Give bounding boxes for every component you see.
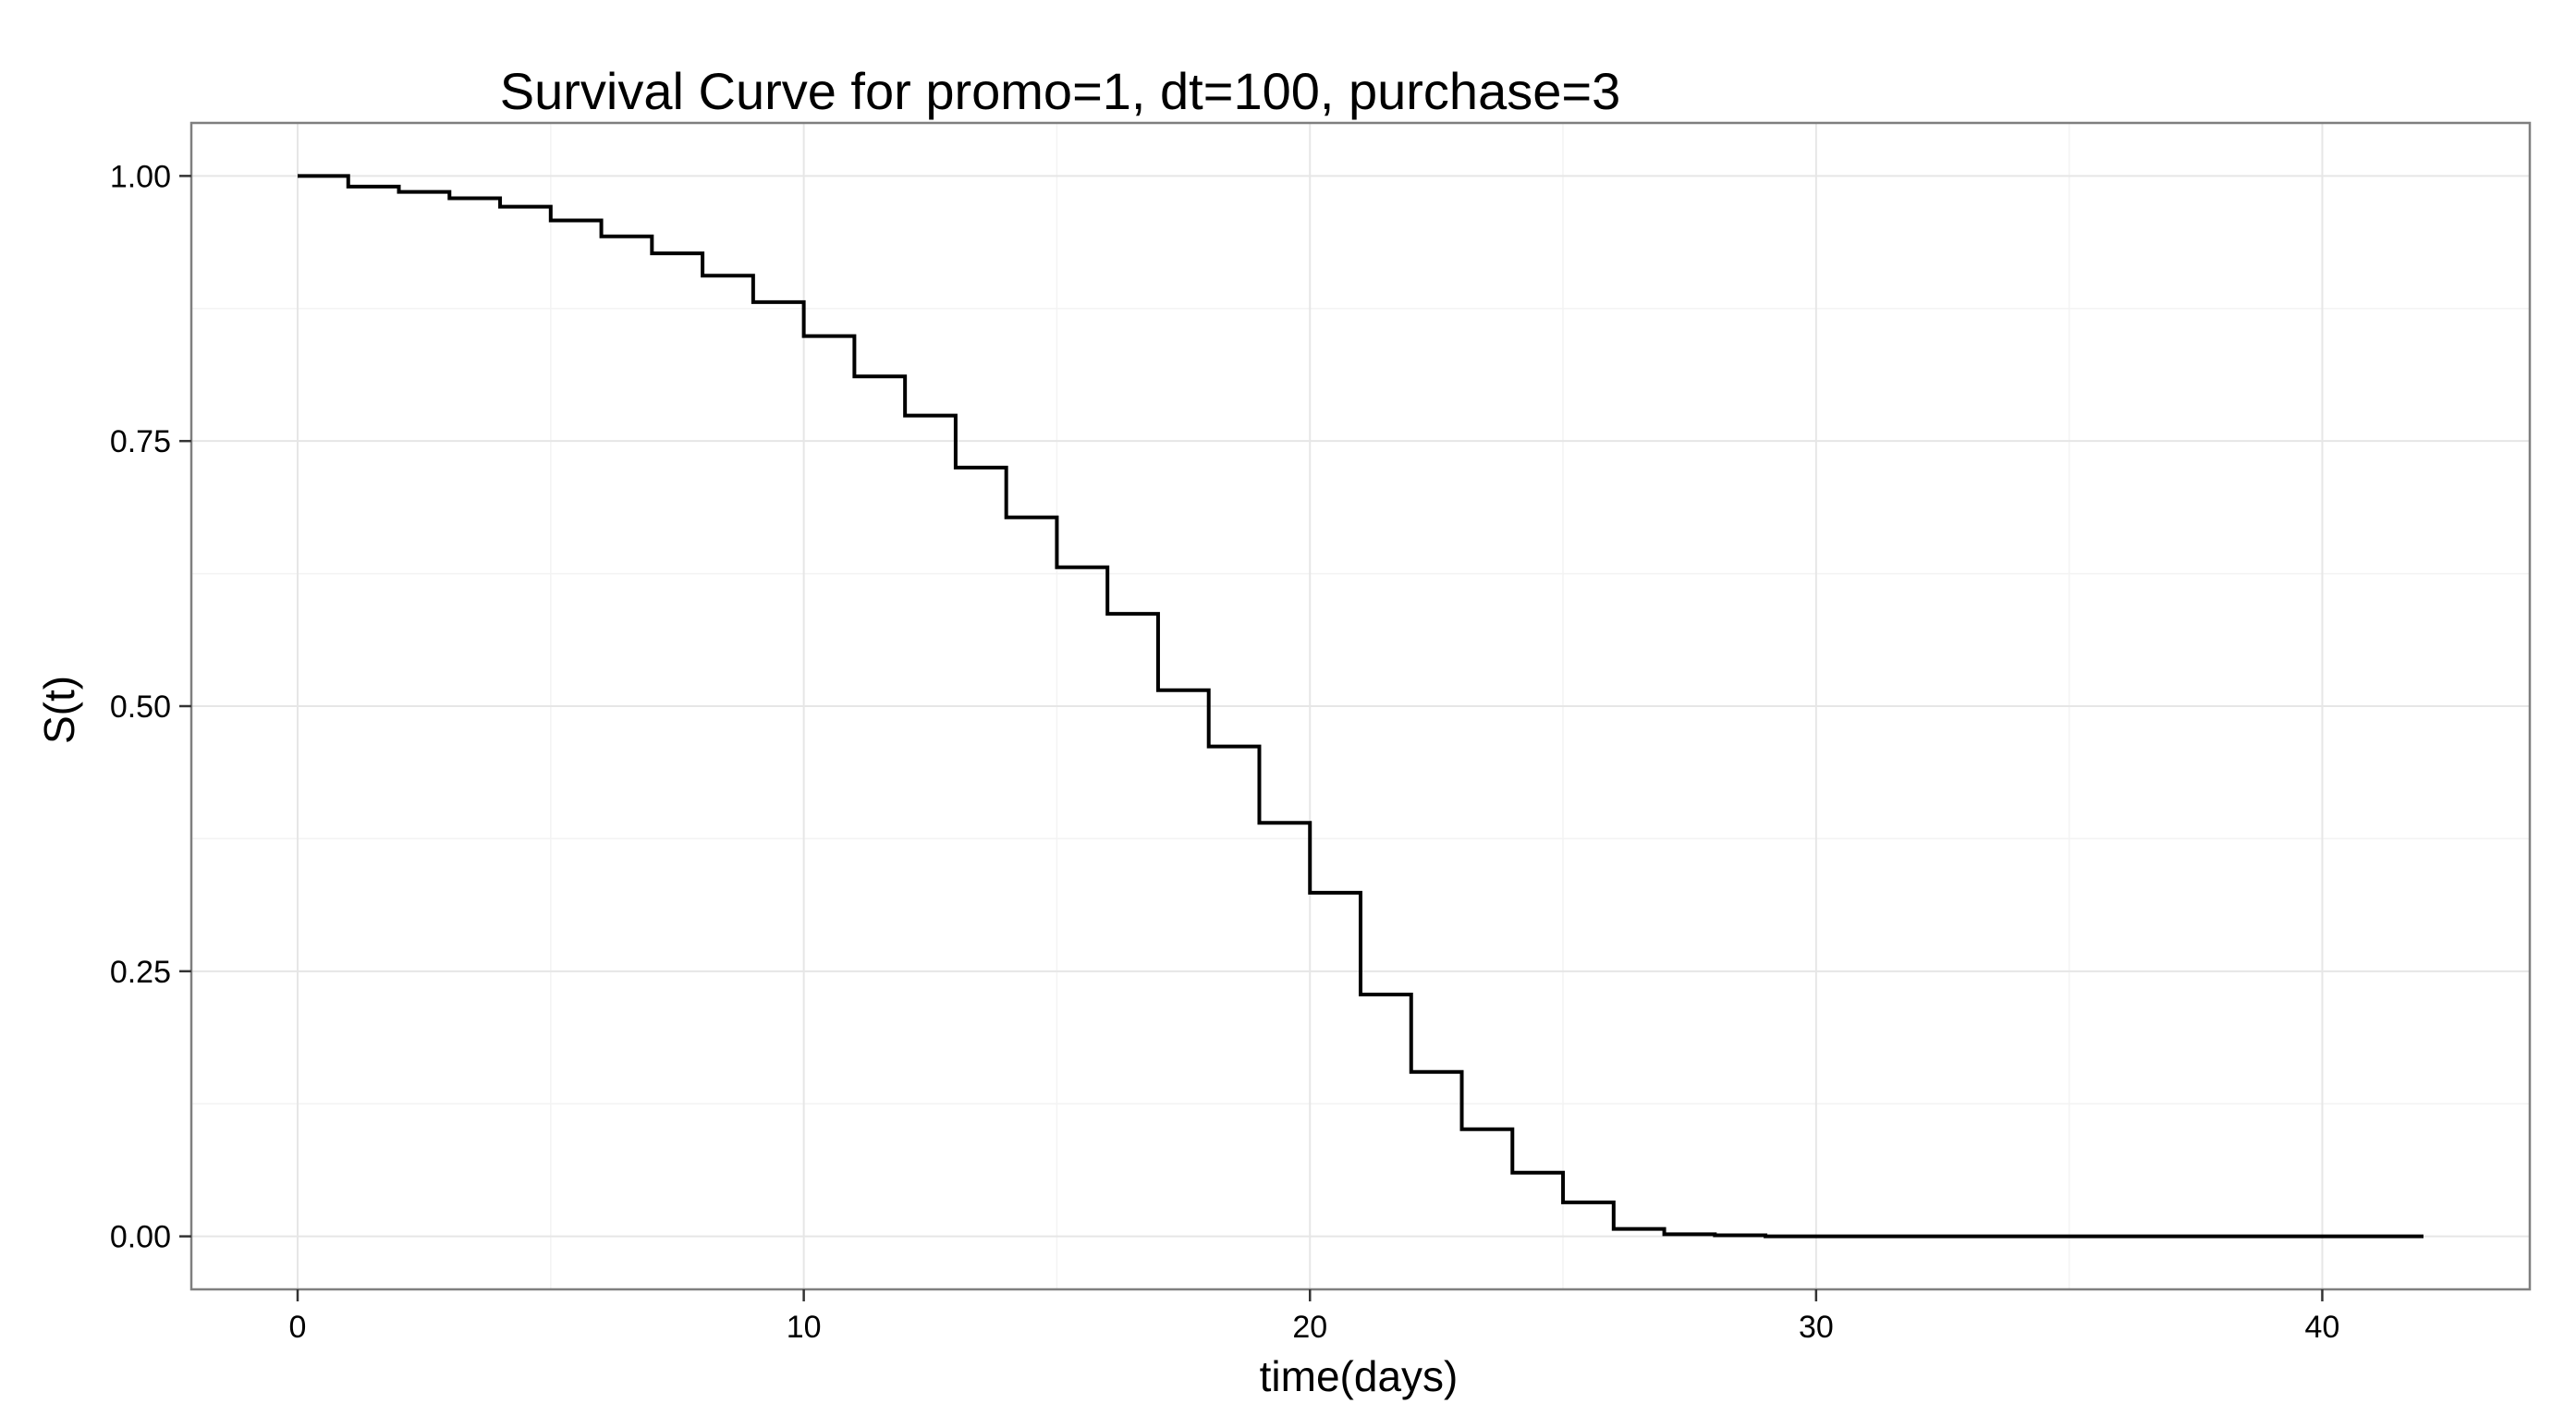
x-tick-label: 20 <box>1292 1310 1327 1345</box>
x-axis-title: time(days) <box>1260 1352 1459 1400</box>
y-tick-label: 0.25 <box>110 955 171 990</box>
x-tick-label: 10 <box>787 1310 822 1345</box>
x-axis: 0 10 20 30 40 <box>289 1289 2340 1345</box>
y-tick-label: 0.50 <box>110 690 171 725</box>
y-tick-label: 0.75 <box>110 424 171 459</box>
x-tick-label: 0 <box>289 1310 307 1345</box>
chart-title: Survival Curve for promo=1, dt=100, purc… <box>500 62 1620 120</box>
survival-step-line <box>298 174 2423 1239</box>
y-axis: 0.00 0.25 0.50 0.75 1.00 <box>110 159 191 1255</box>
y-tick-label: 0.00 <box>110 1220 171 1255</box>
x-tick-label: 30 <box>1799 1310 1834 1345</box>
y-axis-title: S(t) <box>35 676 83 744</box>
x-tick-label: 40 <box>2305 1310 2340 1345</box>
y-tick-label: 1.00 <box>110 159 171 194</box>
